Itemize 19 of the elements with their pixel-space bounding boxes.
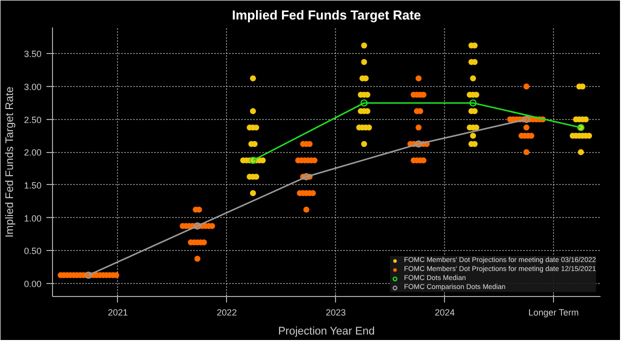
- x-tick-label: 2024: [434, 308, 455, 318]
- y-tick-label: 3.00: [24, 82, 42, 92]
- chart-title: Implied Fed Funds Target Rate: [232, 8, 422, 22]
- x-axis-title: Projection Year End: [278, 326, 375, 338]
- y-tick-label: 1.50: [24, 180, 42, 190]
- y-tick-label: 0.00: [24, 278, 42, 289]
- y-tick-label: 0.50: [24, 246, 42, 256]
- point: [360, 99, 368, 107]
- y-tick-label: 3.50: [24, 49, 42, 60]
- x-tick-label: 2023: [326, 308, 346, 318]
- x-tick-label: 2021: [108, 308, 128, 318]
- x-tick-label: Longer Term: [528, 308, 579, 318]
- y-tick-label: 2.00: [24, 148, 42, 158]
- y-tick-label: 2.50: [24, 114, 42, 125]
- point: [414, 140, 422, 148]
- y-tick-label: 1.00: [24, 213, 42, 224]
- point: [469, 99, 477, 107]
- y-axis-title: Implied Fed Funds Target Rate: [4, 86, 16, 238]
- x-tick-label: 2022: [216, 308, 237, 318]
